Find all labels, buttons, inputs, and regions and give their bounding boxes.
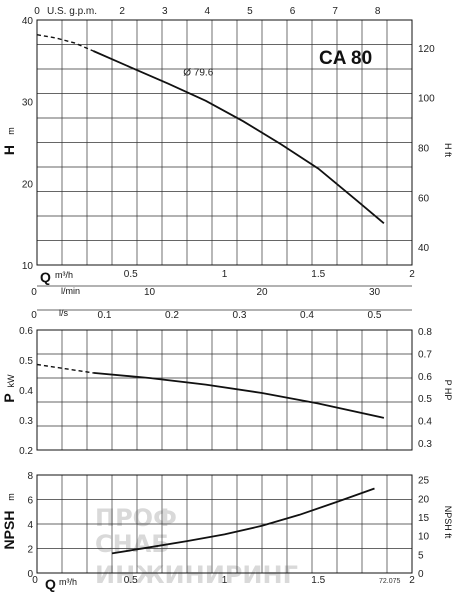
npsh-ytick-left: 4 [27,520,33,531]
head-grid [36,19,413,266]
power-curve [93,372,385,419]
head-ylabel-unit: m [6,127,16,135]
head-ylabel: H [1,145,17,155]
gpm-tick: 0 [34,6,40,17]
power-ylabel: P [1,393,17,402]
ls-tick: 0.3 [233,310,247,321]
power-ytick-right: 0.8 [418,327,432,338]
gpm-tick: 2 [119,6,125,17]
head-ytick-right: 120 [418,44,435,55]
lmin-tick: 30 [369,287,381,298]
npsh-q-tick: 1.5 [311,575,325,586]
npsh-ytick-right: 5 [418,550,424,561]
npsh-q-tick: 1 [222,575,228,586]
npsh-q-tick: 2 [409,575,415,586]
head-q-tick: 1.5 [311,269,325,280]
watermark-line2: СНАБ [95,530,170,558]
power-ytick-right: 0.3 [418,439,432,450]
npsh-ylabel-right: NPSH ft [443,506,453,539]
power-ylabel-right: P HP [443,380,453,401]
head-ytick-left: 20 [22,179,34,190]
npsh-q-tick: 0 [32,575,38,586]
head-q-label: Q [40,269,51,285]
power-ytick-left: 0.2 [19,446,33,457]
watermark: ПРОФ СНАБ ИНЖИНИРИНГ [95,504,298,589]
ls-tick: 0.5 [368,310,382,321]
ls-tick: 0.1 [98,310,112,321]
head-frame [36,19,413,266]
power-ylabel-unit: kW [6,374,16,388]
gpm-axis-label: U.S. g.p.m. [47,6,97,17]
head-q-tick: 0.5 [124,269,138,280]
gpm-tick: 8 [375,6,381,17]
power-ytick-left: 0.5 [19,356,33,367]
npsh-ytick-left: 0 [27,569,33,580]
power-ytick-right: 0.6 [418,372,432,383]
power-ytick-right: 0.5 [418,394,432,405]
gpm-tick: 4 [205,6,211,17]
npsh-ytick-right: 0 [418,569,424,580]
npsh-ytick-right: 25 [418,476,430,487]
npsh-ytick-left: 2 [27,545,33,556]
npsh-ytick-left: 6 [27,496,33,507]
head-ytick-right: 40 [418,243,430,254]
gpm-tick: 7 [332,6,338,17]
power-grid [36,329,413,451]
npsh-ytick-right: 15 [418,513,430,524]
lmin-tick: 0 [31,287,37,298]
ls-tick: 0.2 [165,310,179,321]
gpm-tick: 5 [247,6,253,17]
head-q-unit: m³/h [55,270,73,280]
npsh-q-label: Q [45,576,56,592]
head-ytick-left: 30 [22,98,34,109]
npsh-curve [111,487,375,555]
power-ytick-left: 0.3 [19,416,33,427]
ls-axis-label: l/s [59,308,69,318]
npsh-q-tick: 0.5 [124,575,138,586]
head-curve [92,50,385,224]
head-curve-dashed [36,34,94,52]
head-ylabel-right: H ft [443,143,453,158]
head-q-tick: 2 [409,269,415,280]
npsh-ytick-left: 8 [27,471,33,482]
footnote: 72.075 [379,578,401,585]
gpm-tick: 6 [290,6,296,17]
ls-tick: 0 [31,310,37,321]
watermark-line3: ИНЖИНИРИНГ [95,561,298,589]
head-ytick-right: 80 [418,144,430,155]
npsh-ylabel: NPSH [1,511,17,550]
ls-tick: 0.4 [300,310,314,321]
npsh-grid [36,474,413,574]
head-ytick-left: 40 [22,16,34,27]
head-ytick-right: 100 [418,94,435,105]
head-q-tick: 1 [222,269,228,280]
npsh-frame [36,474,413,574]
power-ytick-right: 0.4 [418,417,432,428]
power-ytick-left: 0.6 [19,326,33,337]
head-ytick-left: 10 [22,261,34,272]
power-curve-dashed [36,363,94,374]
power-ytick-right: 0.7 [418,349,432,360]
lmin-axis-label: l/min [61,286,80,296]
npsh-ytick-right: 20 [418,494,430,505]
lmin-tick: 20 [256,287,268,298]
watermark-line1: ПРОФ [95,504,177,532]
head-ytick-right: 60 [418,193,430,204]
chart-title: CA 80 [319,48,372,69]
head-curve-label: Ø 79.6 [183,68,213,79]
gpm-tick: 3 [162,6,168,17]
lmin-tick: 10 [144,287,156,298]
power-frame [36,329,413,451]
npsh-ylabel-unit: m [6,493,16,501]
npsh-q-unit: m³/h [59,577,77,587]
npsh-ytick-right: 10 [418,532,430,543]
power-ytick-left: 0.4 [19,386,33,397]
